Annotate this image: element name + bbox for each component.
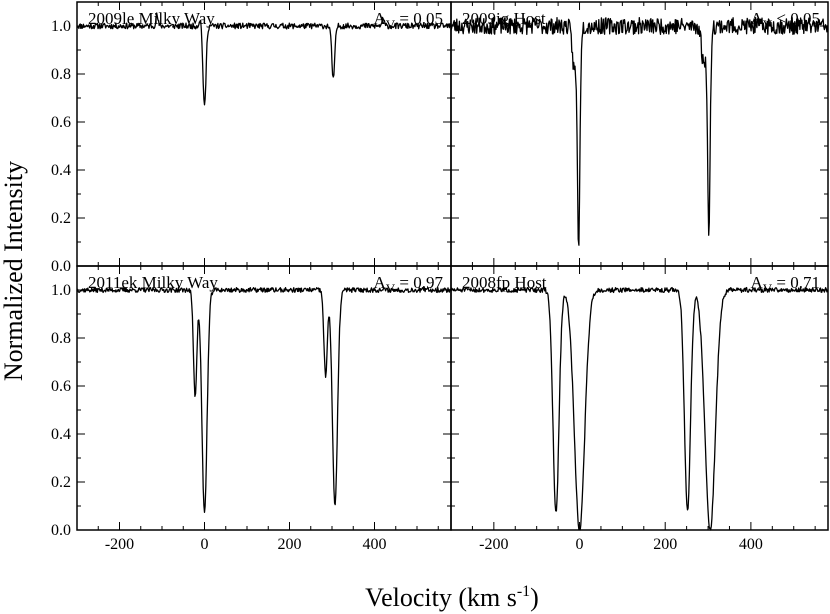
av-sub: V — [386, 17, 396, 32]
y-tick-label: 0.4 — [51, 162, 71, 179]
panel-title: 2009le Milky Way — [88, 9, 215, 28]
x-axis-title: Velocity (km s-1) — [365, 583, 539, 612]
spectrum-line-2009le — [76, 12, 452, 106]
panels-layer: 0.00.20.40.60.81.0 2009le Milky Way AV = 0… — [51, 1, 829, 553]
y-tick-label: 0.6 — [51, 114, 71, 131]
x-tick-label: -200 — [479, 536, 508, 553]
spectrum-line-2011ek — [76, 286, 452, 513]
av-prefix: A — [750, 273, 763, 292]
panel-title: 2009ig Host — [462, 9, 546, 28]
panel-frame — [76, 1, 452, 267]
x-axis-title-close: ) — [530, 583, 539, 612]
av-sub: V — [386, 281, 396, 296]
x-axis-title-sup: -1 — [517, 583, 530, 600]
panel-frame — [76, 265, 452, 531]
panel-2008fp: -200 0 200 400 2008fp Host AV = 0.71 — [450, 265, 829, 553]
x-tick-label: 0 — [201, 536, 209, 553]
y-axis-title: Normalized Intensity — [0, 161, 28, 381]
x-tick-label: -200 — [105, 536, 134, 553]
av-value: < 0.05 — [772, 9, 820, 28]
av-sub: V — [763, 17, 773, 32]
y-tick-label: 0.8 — [51, 66, 71, 83]
panel-2009ig: 2009ig Host AV < 0.05 — [450, 1, 829, 267]
y-tick-label: 0.0 — [51, 258, 71, 275]
x-tick-label: 400 — [363, 536, 387, 553]
av-value: = 0.97 — [395, 273, 443, 292]
x-tick-label: 200 — [278, 536, 302, 553]
panel-2009le: 0.0 0.2 0.4 0.6 0.8 1.0 2009le Milky Way AV = 0… — [51, 1, 452, 275]
av-label: AV = 0.71 — [750, 273, 820, 296]
y-tick-label: 0.4 — [51, 426, 71, 443]
av-label: AV = 0.05 — [373, 9, 443, 32]
panel-title: 2008fp Host — [462, 273, 547, 292]
y-tick-label: 0.2 — [51, 210, 71, 227]
panel-frame — [450, 265, 829, 531]
panel-title: 2011ek Milky Way — [88, 273, 218, 292]
spectrum-line-2009ig — [450, 16, 829, 246]
av-prefix: A — [750, 9, 763, 28]
y-tick-label: 1.0 — [51, 18, 71, 35]
av-value: = 0.05 — [395, 9, 443, 28]
av-sub: V — [763, 281, 773, 296]
spectrum-line-2008fp — [450, 286, 829, 531]
y-tick-label: 0.6 — [51, 378, 71, 395]
y-tick-label: 1.0 — [51, 282, 71, 299]
x-tick-label: 0 — [576, 536, 584, 553]
y-tick-label: 0.0 — [51, 522, 71, 539]
x-tick-label: 200 — [653, 536, 677, 553]
y-tick-label: 0.8 — [51, 330, 71, 347]
y-tick-label: 0.2 — [51, 474, 71, 491]
av-value: = 0.71 — [772, 273, 820, 292]
av-label: AV < 0.05 — [750, 9, 820, 32]
panel-frame — [450, 1, 829, 267]
av-prefix: A — [373, 273, 386, 292]
av-label: AV = 0.97 — [373, 273, 443, 296]
x-axis-title-main: Velocity (km s — [365, 583, 517, 612]
x-tick-label: 400 — [739, 536, 763, 553]
panel-2011ek: 0.0 0.2 0.4 0.6 0.8 1.0 -200 0 200 400 2011ek Milk… — [51, 265, 452, 553]
av-prefix: A — [373, 9, 386, 28]
